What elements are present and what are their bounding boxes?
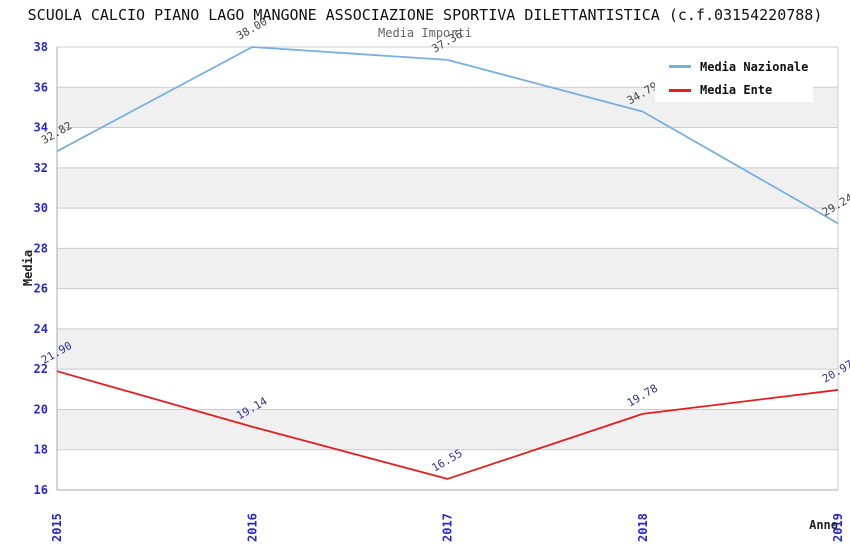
plot-band [57,167,838,209]
y-tick-label: 34 [34,121,48,135]
plot-band [57,328,838,370]
x-tick-label: 2016 [245,513,259,542]
y-tick-label: 38 [34,40,48,54]
x-tick-label: 2017 [441,513,455,542]
y-tick-label: 16 [34,483,48,497]
legend-label-ente: Media Ente [700,83,773,98]
y-tick-label: 36 [34,80,48,94]
plot-band [57,127,838,168]
plot-band [57,208,838,249]
data-point-label: 38.00 [234,15,269,43]
y-tick-label: 18 [34,443,48,457]
legend-label-nazionale: Media Nazionale [700,59,809,74]
y-tick-label: 32 [34,161,48,175]
chart-title: SCUOLA CALCIO PIANO LAGO MANGONE ASSOCIA… [27,6,823,24]
plot-band [57,288,838,329]
legend-item-media-nazionale: Media Nazionale [669,60,813,74]
x-tick-label: 2015 [50,513,64,542]
legend-item-media-ente: Media Ente [669,83,813,97]
legend: Media Nazionale Media Ente [655,55,813,102]
series-line-media-ente [56,370,839,480]
plot-band [57,449,838,490]
y-tick-label: 24 [34,322,48,336]
y-tick-label: 30 [34,201,48,215]
plot-band [57,248,838,289]
y-tick-label: 28 [34,241,48,255]
y-tick-label: 20 [34,402,48,416]
plot-band [57,369,838,410]
x-tick-label: 2018 [636,513,650,542]
plot-band [57,409,838,450]
x-tick-label: 2019 [831,513,845,542]
y-axis-title: Media [21,249,35,287]
y-tick-label: 26 [34,282,48,296]
chart-subtitle: Media Importi [378,26,472,40]
legend-swatch-nazionale [669,65,691,69]
legend-swatch-ente [669,88,691,92]
series-line-media-nazionale [56,46,839,225]
y-tick-label: 22 [34,362,48,376]
x-axis-title: Anno [809,518,838,532]
